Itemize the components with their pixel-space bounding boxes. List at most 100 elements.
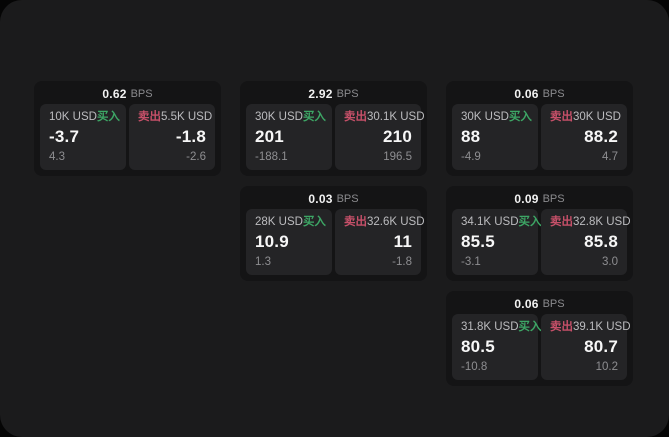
- bps-unit-label: BPS: [542, 192, 565, 205]
- sell-main-value: 88.2: [584, 127, 618, 146]
- bps-unit-label: BPS: [542, 297, 565, 310]
- sell-panel[interactable]: 卖出 32.8K USD 85.8 3.0: [541, 209, 631, 275]
- buy-panel[interactable]: 31.8K USD 买入 80.5 -10.8: [452, 314, 542, 380]
- sell-main-value: 80.7: [584, 337, 618, 356]
- sell-notional: 32.8K USD: [573, 216, 631, 228]
- buy-main-value: 10.9: [255, 232, 289, 251]
- sell-notional: 30.1K USD: [367, 111, 425, 123]
- sell-main-value: -1.8: [175, 127, 206, 146]
- bps-value: 0.06: [514, 296, 539, 311]
- cards-grid: 0.62 BPS 10K USD 买入 -3.7 4.3 卖出 5.5K USD…: [34, 81, 633, 386]
- sell-panel[interactable]: 卖出 30K USD 88.2 4.7: [541, 104, 627, 170]
- sell-panel[interactable]: 卖出 32.6K USD 11 -1.8: [335, 209, 425, 275]
- bps-value: 2.92: [308, 86, 333, 101]
- card-body: 34.1K USD 买入 85.5 -3.1 卖出 32.8K USD 85.8…: [446, 209, 633, 281]
- sell-panel[interactable]: 卖出 39.1K USD 80.7 10.2: [541, 314, 631, 380]
- buy-side-label: 买入: [302, 111, 326, 123]
- buy-delta-value: 1.3: [255, 256, 271, 268]
- buy-notional: 30K USD: [255, 111, 303, 123]
- quote-card[interactable]: 0.06 BPS 30K USD 买入 88 -4.9 卖出 30K USD 8…: [446, 81, 633, 176]
- buy-notional: 30K USD: [461, 111, 509, 123]
- bps-unit-label: BPS: [542, 87, 565, 100]
- sell-panel-top: 卖出 32.8K USD: [550, 216, 631, 229]
- bps-unit-label: BPS: [130, 87, 153, 100]
- sell-delta-value: -2.6: [186, 151, 206, 163]
- buy-side-label: 买入: [508, 111, 532, 123]
- buy-main-value: -3.7: [49, 127, 80, 146]
- sell-side-label: 卖出: [344, 216, 367, 228]
- card-header: 0.06 BPS: [446, 81, 633, 104]
- sell-notional: 39.1K USD: [573, 321, 631, 333]
- quote-card[interactable]: 2.92 BPS 30K USD 买入 201 -188.1 卖出 30.1K …: [240, 81, 427, 176]
- buy-notional: 28K USD: [255, 216, 303, 228]
- sell-delta-value: 10.2: [595, 361, 618, 373]
- bps-value: 0.09: [514, 191, 539, 206]
- sell-panel-top: 卖出 5.5K USD: [138, 111, 212, 124]
- buy-delta-value: -188.1: [255, 151, 288, 163]
- buy-main-value: 80.5: [461, 337, 495, 356]
- buy-main-value: 88: [461, 127, 481, 146]
- buy-panel-top: 10K USD 买入: [49, 111, 120, 124]
- card-header: 0.09 BPS: [446, 186, 633, 209]
- sell-panel[interactable]: 卖出 30.1K USD 210 196.5: [335, 104, 425, 170]
- card-header: 0.06 BPS: [446, 291, 633, 314]
- sell-side-label: 卖出: [550, 216, 573, 228]
- card-header: 2.92 BPS: [240, 81, 427, 104]
- buy-side-label: 买入: [302, 216, 326, 228]
- bps-unit-label: BPS: [336, 87, 359, 100]
- card-header: 0.62 BPS: [34, 81, 221, 104]
- sell-panel-top: 卖出 32.6K USD: [344, 216, 425, 229]
- buy-panel[interactable]: 28K USD 买入 10.9 1.3: [246, 209, 332, 275]
- buy-delta-value: -4.9: [461, 151, 481, 163]
- sell-side-label: 卖出: [344, 111, 367, 123]
- sell-panel-top: 卖出 30K USD: [550, 111, 621, 124]
- card-header: 0.03 BPS: [240, 186, 427, 209]
- sell-main-value: 85.8: [584, 232, 618, 251]
- buy-panel-top: 28K USD 买入: [255, 216, 326, 229]
- buy-delta-value: 4.3: [49, 151, 65, 163]
- buy-main-value: 201: [255, 127, 284, 146]
- sell-delta-value: 196.5: [383, 151, 412, 163]
- card-body: 31.8K USD 买入 80.5 -10.8 卖出 39.1K USD 80.…: [446, 314, 633, 386]
- bps-value: 0.62: [102, 86, 127, 101]
- bps-value: 0.06: [514, 86, 539, 101]
- buy-main-value: 85.5: [461, 232, 495, 251]
- sell-main-value: 210: [383, 127, 412, 146]
- buy-side-label: 买入: [518, 216, 542, 228]
- sell-notional: 32.6K USD: [367, 216, 425, 228]
- sell-side-label: 卖出: [138, 111, 161, 123]
- bps-unit-label: BPS: [336, 192, 359, 205]
- buy-panel-top: 30K USD 买入: [461, 111, 532, 124]
- buy-side-label: 买入: [96, 111, 120, 123]
- buy-panel-top: 30K USD 买入: [255, 111, 326, 124]
- sell-main-value: 11: [393, 232, 412, 251]
- quote-card[interactable]: 0.62 BPS 10K USD 买入 -3.7 4.3 卖出 5.5K USD…: [34, 81, 221, 176]
- bps-value: 0.03: [308, 191, 333, 206]
- sell-side-label: 卖出: [550, 111, 573, 123]
- buy-panel[interactable]: 30K USD 买入 201 -188.1: [246, 104, 332, 170]
- buy-panel[interactable]: 34.1K USD 买入 85.5 -3.1: [452, 209, 542, 275]
- buy-panel-top: 34.1K USD 买入: [461, 216, 542, 229]
- quote-card[interactable]: 0.03 BPS 28K USD 买入 10.9 1.3 卖出 32.6K US…: [240, 186, 427, 281]
- sell-panel-top: 卖出 39.1K USD: [550, 321, 631, 334]
- sell-notional: 5.5K USD: [161, 111, 213, 123]
- card-body: 30K USD 买入 88 -4.9 卖出 30K USD 88.2 4.7: [446, 104, 633, 176]
- buy-panel[interactable]: 30K USD 买入 88 -4.9: [452, 104, 538, 170]
- buy-delta-value: -3.1: [461, 256, 481, 268]
- card-body: 10K USD 买入 -3.7 4.3 卖出 5.5K USD -1.8 -2.…: [34, 104, 221, 176]
- buy-notional: 10K USD: [49, 111, 97, 123]
- card-body: 30K USD 买入 201 -188.1 卖出 30.1K USD 210 1…: [240, 104, 427, 176]
- quote-card[interactable]: 0.09 BPS 34.1K USD 买入 85.5 -3.1 卖出 32.8K…: [446, 186, 633, 281]
- buy-notional: 31.8K USD: [461, 321, 519, 333]
- sell-panel[interactable]: 卖出 5.5K USD -1.8 -2.6: [129, 104, 215, 170]
- quote-card[interactable]: 0.06 BPS 31.8K USD 买入 80.5 -10.8 卖出 39.1…: [446, 291, 633, 386]
- buy-panel-top: 31.8K USD 买入: [461, 321, 542, 334]
- sell-delta-value: 3.0: [602, 256, 618, 268]
- buy-panel[interactable]: 10K USD 买入 -3.7 4.3: [40, 104, 126, 170]
- buy-notional: 34.1K USD: [461, 216, 519, 228]
- sell-side-label: 卖出: [550, 321, 573, 333]
- sell-delta-value: 4.7: [602, 151, 618, 163]
- buy-side-label: 买入: [518, 321, 542, 333]
- card-body: 28K USD 买入 10.9 1.3 卖出 32.6K USD 11 -1.8: [240, 209, 427, 281]
